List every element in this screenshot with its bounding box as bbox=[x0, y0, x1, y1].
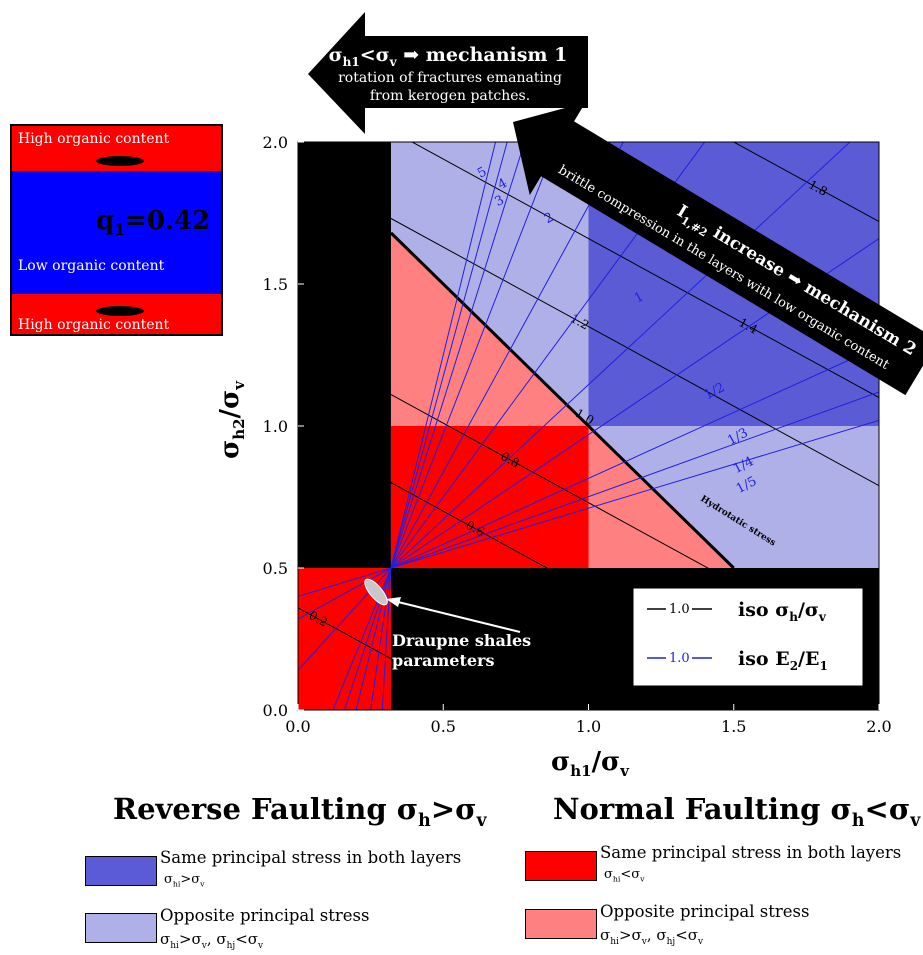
iso-modulus-ray bbox=[390, 142, 558, 569]
iso-modulus-ray bbox=[390, 142, 851, 569]
iso-stress-line bbox=[298, 607, 486, 710]
mechanism1-arrow: σh1<σv ➡ mechanism 1 rotation of fractur… bbox=[308, 12, 588, 134]
q-label: q1=0.42 bbox=[96, 206, 211, 240]
legend-stress-text: iso σh/σv bbox=[738, 599, 827, 624]
x-axis-label: σh1/σv bbox=[551, 747, 630, 780]
iso-stress-line bbox=[732, 142, 879, 223]
iso-stress-line bbox=[411, 142, 879, 399]
legend-modulus-text: iso E2/E1 bbox=[738, 648, 828, 673]
x-tick-label: 0.5 bbox=[431, 717, 456, 736]
mechanism1-title: σh1<σv ➡ mechanism 1 bbox=[329, 44, 568, 69]
organic-inset: High organic content q1=0.42 Low organic… bbox=[10, 124, 223, 336]
y-tick-label: 1.0 bbox=[263, 417, 288, 436]
y-tick-label: 0.0 bbox=[263, 701, 288, 720]
iso-modulus-ray bbox=[390, 142, 508, 569]
iso-modulus-ray bbox=[298, 567, 392, 620]
reverse-opposite-text: Opposite principal stress bbox=[160, 906, 370, 925]
bottom-label: High organic content bbox=[18, 317, 170, 333]
iso-modulus-ray bbox=[390, 346, 879, 569]
reverse-same-sub: σhi>σv bbox=[164, 872, 205, 889]
iso-modulus-ray bbox=[355, 567, 392, 710]
legend-stress-sample: 1.0 bbox=[669, 602, 690, 617]
mechanism1-line2: from kerogen patches. bbox=[370, 88, 530, 104]
draupne-label-line2: parameters bbox=[392, 651, 494, 670]
plot-legend: 1.0 iso σh/σv 1.0 iso E2/E1 bbox=[632, 587, 864, 687]
stress-chart: 0.20.60.81.21.41.61.81.0 543211/21/31/41… bbox=[215, 12, 923, 780]
normal-same-sub: σhi<σv bbox=[604, 867, 645, 884]
iso-modulus-ray bbox=[390, 142, 624, 569]
hydrostatic-line bbox=[389, 231, 735, 570]
y-tick-label: 0.5 bbox=[263, 559, 288, 578]
iso-modulus-ray bbox=[390, 391, 879, 569]
middle-label: Low organic content bbox=[18, 258, 165, 274]
iso-stress-line bbox=[298, 166, 879, 487]
reverse-opposite-sub: σhi>σv, σhj<σv bbox=[160, 930, 264, 951]
swatch-reverse-opposite bbox=[85, 913, 157, 943]
swatch-reverse-same bbox=[85, 856, 157, 886]
reverse-faulting-title: Reverse Faulting σh>σv bbox=[113, 792, 487, 831]
x-tick-label: 1.5 bbox=[721, 717, 746, 736]
draupne-ellipse bbox=[364, 578, 388, 606]
swatch-normal-same bbox=[525, 851, 597, 881]
reverse-same-text: Same principal stress in both layers bbox=[160, 848, 462, 867]
top-label: High organic content bbox=[18, 131, 170, 147]
iso-modulus-ray bbox=[298, 567, 392, 597]
iso-stress-line bbox=[298, 431, 808, 710]
normal-faulting-title: Normal Faulting σh<σv bbox=[553, 792, 921, 831]
x-tick-label: 2.0 bbox=[866, 717, 891, 736]
iso-modulus-ray bbox=[381, 567, 392, 710]
y-tick-label: 1.5 bbox=[263, 275, 288, 294]
iso-modulus-ray bbox=[390, 142, 497, 569]
kerogen-patch-bottom bbox=[96, 306, 144, 316]
normal-opposite-text: Opposite principal stress bbox=[600, 902, 810, 921]
legend-modulus-sample: 1.0 bbox=[669, 651, 690, 666]
y-tick-label: 2.0 bbox=[263, 133, 288, 152]
normal-opposite-sub: σhi>σv, σhj<σv bbox=[600, 926, 704, 947]
swatch-normal-opposite bbox=[525, 909, 597, 939]
iso-modulus-ray bbox=[370, 567, 392, 710]
inset-middle-layer bbox=[12, 171, 221, 294]
axis-ticks: 0.0 0.5 1.0 1.5 2.0 0.0 0.5 1.0 1.5 2.0 bbox=[263, 133, 892, 736]
region-normal-same bbox=[390, 426, 589, 568]
iso-modulus-ray bbox=[390, 142, 526, 569]
draupne-label-line1: Draupne shales bbox=[392, 631, 531, 650]
x-tick-label: 1.0 bbox=[576, 717, 601, 736]
draupne-pointer bbox=[389, 599, 521, 633]
mechanism1-line1: rotation of fractures emanating bbox=[338, 70, 562, 86]
draupne-pointer-head bbox=[386, 597, 401, 607]
x-tick-label: 0.0 bbox=[285, 717, 310, 736]
iso-modulus-ray bbox=[390, 419, 879, 569]
y-axis-label: σh2/σv bbox=[215, 380, 248, 459]
kerogen-patch-top bbox=[96, 156, 144, 166]
normal-same-text: Same principal stress in both layers bbox=[600, 843, 902, 862]
